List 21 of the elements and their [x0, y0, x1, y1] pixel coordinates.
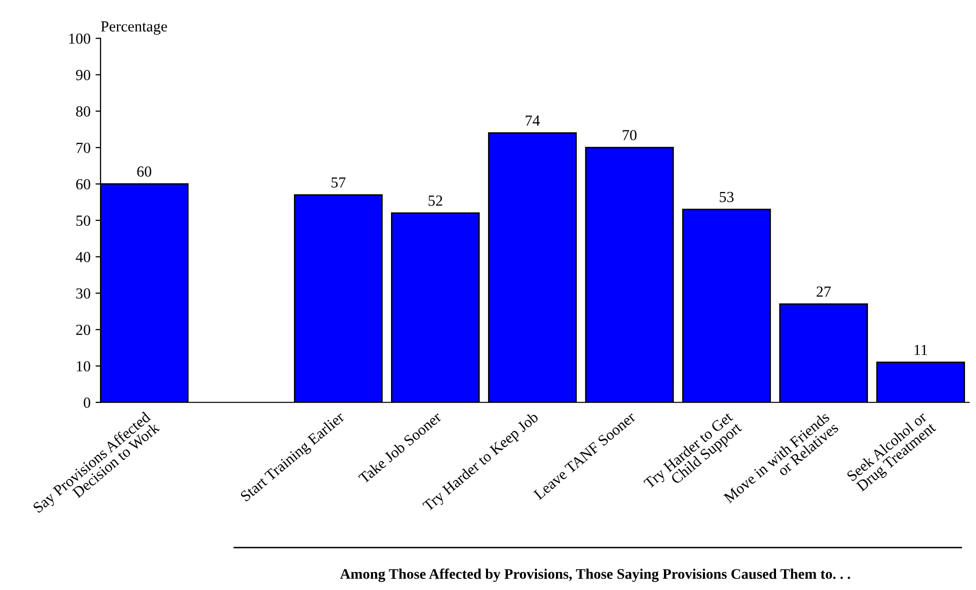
- y-tick-label: 30: [76, 288, 90, 299]
- y-tick-label: 0: [84, 398, 90, 408]
- data-label: 70: [622, 130, 637, 140]
- y-tick-label: 10: [76, 361, 90, 372]
- y-tick-label: 100: [69, 33, 90, 44]
- data-label: 52: [428, 196, 442, 206]
- y-tick-label: 70: [76, 142, 90, 154]
- y-tick-label: 20: [76, 324, 90, 336]
- data-label: 53: [720, 192, 734, 202]
- y-tick-label: 50: [76, 216, 90, 226]
- y-tick-label: 60: [76, 179, 90, 190]
- y-tick-label: 80: [76, 106, 90, 117]
- data-label: 74: [526, 116, 540, 126]
- y-tick-label: 90: [76, 70, 90, 80]
- y-axis-title: Percentage: [100, 21, 168, 35]
- data-label: 57: [332, 177, 346, 188]
- x-axis-title: Among Those Affected by Provisions, Those Saying Provisions Caused Them to. . .: [340, 568, 850, 582]
- data-label: 11: [914, 344, 928, 355]
- data-label: 27: [816, 286, 831, 297]
- y-tick-label: 40: [76, 252, 90, 262]
- data-label: 60: [137, 166, 152, 177]
